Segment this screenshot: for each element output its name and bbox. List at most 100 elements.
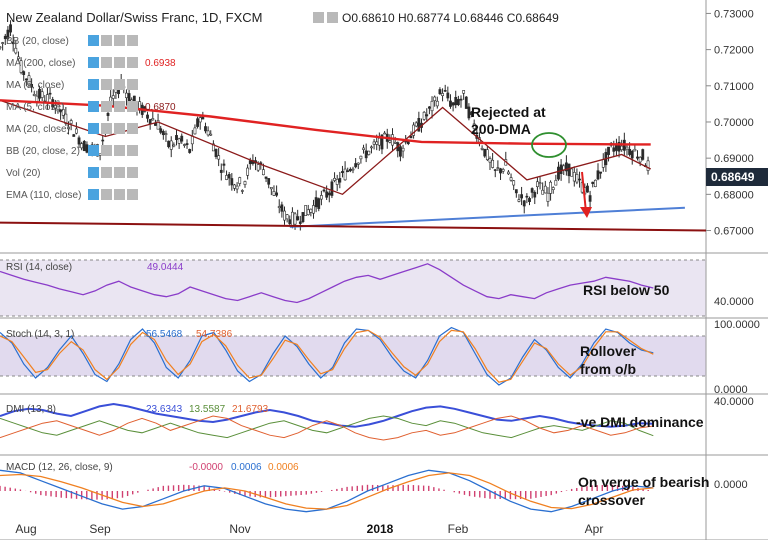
settings-icon[interactable]: [327, 12, 338, 23]
rsi-value: 49.0444: [147, 262, 184, 273]
candle-down: [59, 109, 62, 113]
candle-down: [204, 126, 207, 132]
candle-up: [572, 172, 576, 182]
candle-down: [267, 178, 271, 185]
candle-up: [480, 147, 484, 150]
macd-value: 0.0006: [231, 462, 262, 473]
dmi-axis-tick: 40.0000: [714, 396, 754, 408]
candle-up: [291, 211, 294, 227]
eye-icon: [88, 189, 99, 200]
candle-down: [77, 137, 81, 145]
candle-down: [9, 24, 12, 33]
price-tick-label: 0.72000: [714, 45, 754, 57]
more-icon: [127, 167, 138, 178]
candle-up: [209, 133, 213, 136]
candle-down: [159, 128, 163, 133]
candle-down: [85, 144, 89, 153]
legend-item-label: BB (20, close): [6, 36, 69, 47]
price-tick-label: 0.71000: [714, 81, 754, 93]
candle-up: [27, 75, 31, 86]
dmi-adx-line: [0, 402, 654, 428]
legend-item-value: 0.6870: [145, 102, 176, 113]
candle-down: [280, 204, 284, 212]
candle-up: [430, 100, 434, 112]
candle-down: [514, 189, 518, 194]
candle-up: [177, 138, 181, 144]
candle-up: [541, 189, 545, 195]
candle-down: [322, 189, 326, 192]
candle-down: [354, 163, 358, 168]
candle-up: [53, 105, 57, 109]
candle-up: [333, 177, 336, 181]
candle-down: [630, 150, 634, 159]
macd-axis-tick: 0.0000: [714, 479, 748, 491]
plus-icon: [114, 189, 125, 200]
legend-item-label: EMA (110, close): [6, 190, 81, 201]
candle-up: [46, 94, 49, 103]
candle-down: [3, 35, 7, 40]
dmi-label: DMI (13, 8): [6, 404, 56, 415]
annotation-dmi: -ve DMI dominance: [576, 414, 704, 430]
candle-up: [256, 164, 260, 171]
settings-icon: [101, 101, 112, 112]
candle-down: [409, 135, 413, 139]
candle-down: [188, 149, 192, 153]
candle-up: [593, 179, 597, 187]
last-price-value: 0.68649: [711, 170, 755, 184]
stoch-k-value: 56.5468: [146, 329, 183, 340]
candle-up: [370, 146, 373, 149]
dmi-adx-value: 23.6343: [146, 404, 183, 415]
candle-up: [517, 199, 521, 202]
plus-icon: [114, 79, 125, 90]
candle-up: [80, 143, 84, 149]
candle-up: [69, 120, 73, 124]
annotation-rejected-line2: 200-DMA: [471, 121, 531, 137]
dmi-legend: DMI (13, 8) 23.6343 13.5587 21.6793: [6, 404, 269, 415]
candle-up: [388, 140, 392, 143]
candle-up: [335, 179, 339, 185]
candle-up: [17, 56, 20, 60]
candle-up: [538, 182, 542, 185]
candle-down: [325, 191, 329, 198]
dmi-plus-value: 13.5587: [189, 404, 226, 415]
candle-down: [522, 200, 526, 207]
more-icon: [127, 57, 138, 68]
candle-up: [14, 47, 18, 54]
eye-icon[interactable]: [313, 12, 324, 23]
rsi-axis-tick: 40.0000: [714, 296, 754, 308]
candle-down: [219, 169, 223, 173]
candle-up: [269, 186, 273, 190]
settings-icon: [101, 35, 112, 46]
candle-up: [625, 146, 629, 150]
annotation-rejected-line1: Rejected at: [471, 104, 546, 120]
candle-down: [427, 106, 431, 109]
rsi-label: RSI (14, close): [6, 262, 72, 273]
candle-down: [346, 170, 350, 172]
candle-up: [283, 210, 286, 221]
candle-down: [175, 135, 178, 140]
candle-up: [98, 153, 102, 156]
candle-down: [301, 212, 305, 223]
candle-down: [449, 100, 452, 107]
macd-signal-value: 0.0006: [268, 462, 299, 473]
candle-up: [1, 42, 5, 44]
candle-down: [24, 78, 28, 81]
candle-down: [11, 41, 15, 45]
eye-icon: [88, 101, 99, 112]
last-price-tag: 0.68649: [706, 168, 768, 186]
candle-down: [214, 148, 218, 158]
candle-down: [298, 221, 302, 224]
candle-down: [348, 168, 352, 172]
candle-down: [533, 192, 537, 198]
legend-item-label: MA (200, close): [6, 58, 75, 69]
candle-up: [309, 208, 313, 213]
candle-down: [438, 89, 442, 95]
rsi-band: [0, 260, 706, 316]
macd-signal-line: [0, 472, 654, 510]
candle-up: [496, 167, 500, 169]
candle-down: [425, 114, 429, 117]
candle-up: [412, 124, 415, 136]
candle-down: [557, 166, 560, 180]
